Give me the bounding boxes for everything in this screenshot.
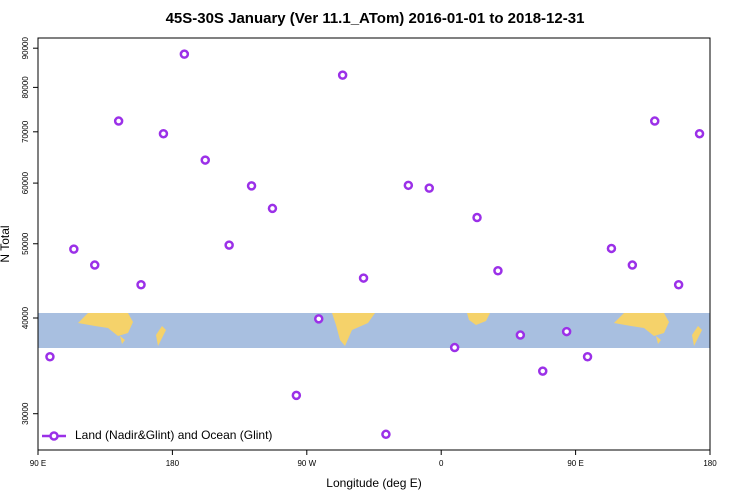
data-point [291,390,302,401]
data-point [69,244,79,254]
data-point [424,183,435,193]
y-axis-label: N Total [0,225,12,262]
data-point [649,116,660,126]
data-point [136,280,146,290]
data-point [200,155,211,165]
data-point [582,352,593,362]
legend-marker [49,431,59,441]
x-tick-label: 180 [166,459,180,468]
y-tick-label: 80000 [21,76,30,99]
plot-frame [37,37,711,451]
data-point [158,128,169,139]
data-point [313,314,324,324]
data-point [493,266,503,276]
data-point [537,366,548,376]
data-point [45,352,55,362]
data-point [179,49,190,59]
y-tick-label: 40000 [21,306,30,329]
y-tick-label: 70000 [21,120,30,143]
data-point [381,429,391,440]
map-strip [38,313,710,348]
chart-title: 45S-30S January (Ver 11.1_ATom) 2016-01-… [166,10,585,27]
data-point [694,128,705,139]
x-tick-label: 90 E [30,459,46,468]
data-point [561,326,572,337]
data-point [673,280,684,290]
x-tick-label: 90 E [567,459,583,468]
data-point [606,243,617,254]
data-point [89,260,100,270]
x-axis-label: Longitude (deg E) [326,476,421,490]
data-point [246,181,257,191]
data-point [267,203,278,214]
data-point [472,212,482,223]
data-point [515,330,526,340]
data-point [113,116,124,126]
data-point [627,260,638,270]
x-tick-label: 180 [703,459,717,468]
y-tick-label: 30000 [21,402,30,425]
y-tick-label: 90000 [21,37,30,60]
data-point [358,273,369,283]
data-point [403,180,414,191]
y-tick-label: 60000 [21,171,30,194]
data-point [224,240,234,250]
data-point [337,70,348,80]
legend-label: Land (Nadir&Glint) and Ocean (Glint) [75,428,272,442]
data-point [449,342,460,353]
x-tick-label: 0 [439,459,444,468]
y-tick-label: 50000 [21,232,30,255]
x-tick-label: 90 W [297,459,316,468]
